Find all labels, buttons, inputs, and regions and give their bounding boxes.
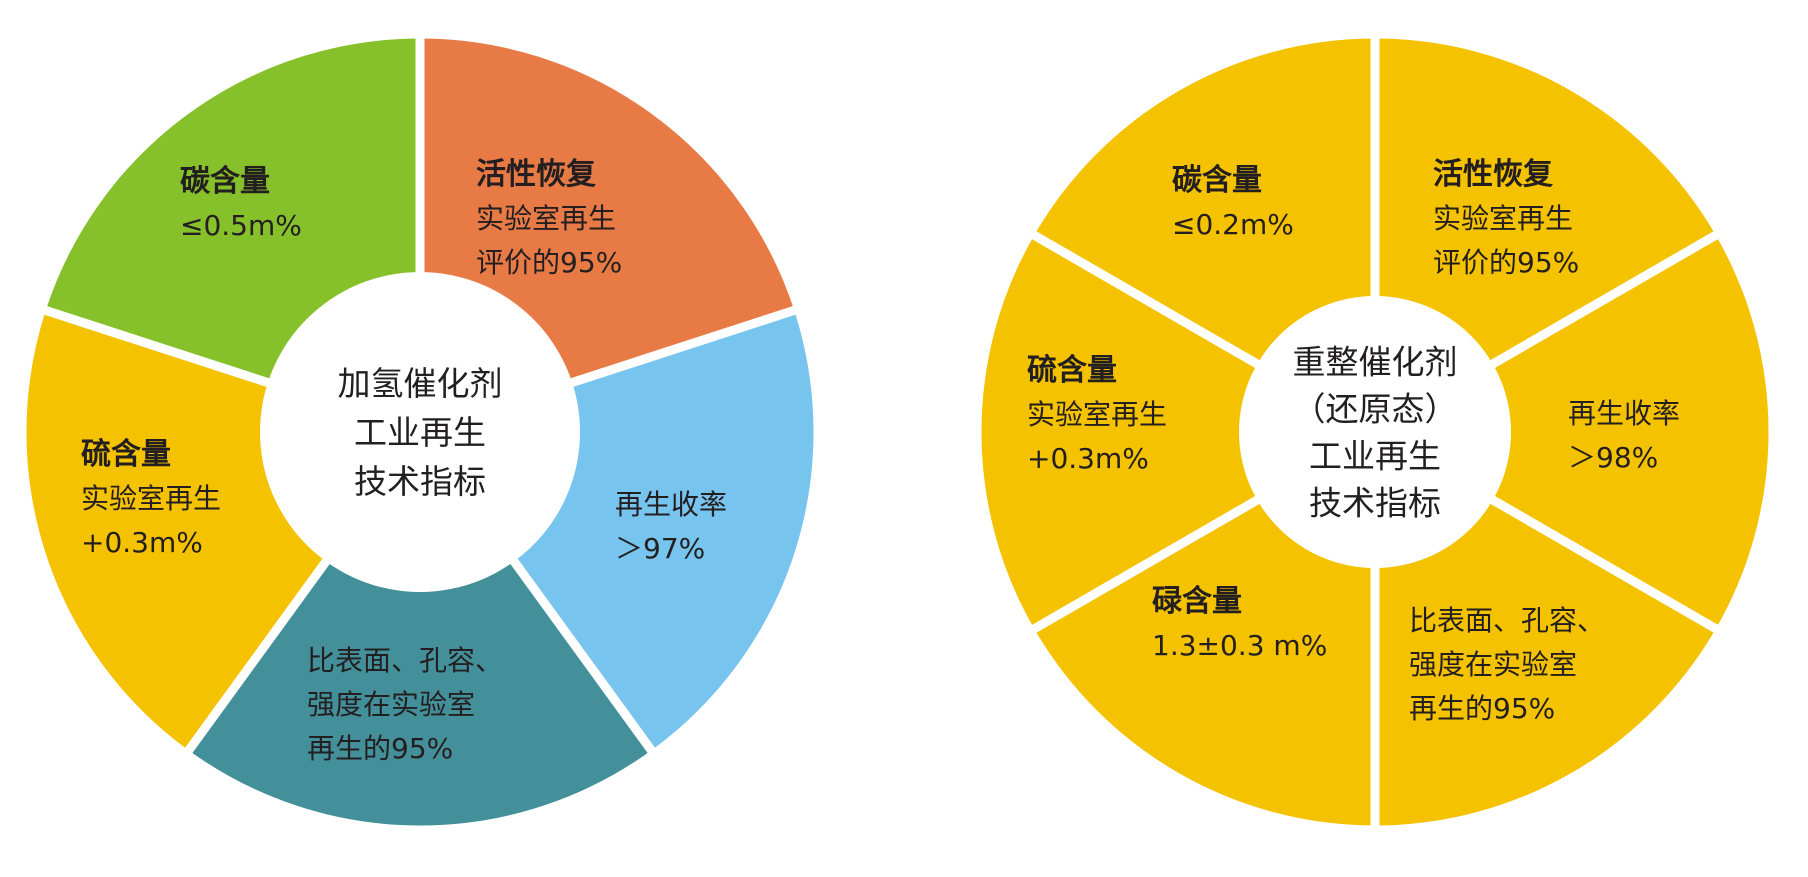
slice-label: 碳含量 ≤0.2m% (1172, 163, 1294, 241)
slice-title: 碳含量 (1172, 163, 1262, 198)
slice-value-line: ≤0.2m% (1172, 208, 1294, 241)
slice-title: 硫含量 (81, 437, 171, 472)
slice-value-line: 实验室再生 (1433, 202, 1573, 235)
slice-value-line: 1.3±0.3 m% (1152, 629, 1327, 662)
slice-value-line: 评价的95% (1433, 246, 1579, 279)
slice-value-line: 再生的95% (1409, 692, 1555, 725)
slice-title: 活性恢复 (1433, 157, 1553, 192)
donut-chart-1: 活性恢复实验室再生评价的95%再生收率＞97%比表面、孔容、强度在实验室再生的9… (17, 29, 823, 835)
slice-value-line: 实验室再生 (81, 482, 221, 515)
slice-value-line: 比表面、孔容、 (1409, 604, 1605, 637)
slice-value-line: 再生收率 (615, 488, 727, 521)
center-label-line: 技术指标 (1309, 484, 1441, 523)
slice-value-line: 实验室再生 (476, 202, 616, 235)
center-label-line: 重整催化剂 (1293, 343, 1458, 382)
donut-slice (1365, 226, 1778, 638)
center-label-line: 加氢催化剂 (338, 364, 503, 403)
donut-center-hole (260, 272, 580, 592)
slice-value-line: 再生收率 (1568, 397, 1680, 430)
slice-label: 碳含量 ≤0.5m% (180, 164, 302, 242)
slice-value-line: 比表面、孔容、 (307, 644, 503, 677)
donut-slice (179, 424, 661, 835)
slice-title: 活性恢复 (476, 157, 596, 192)
slice-value-line: +0.3m% (1027, 442, 1149, 475)
slice-value-line: ＞98% (1568, 441, 1658, 474)
donut-chart-2: 活性恢复实验室再生评价的95%再生收率＞98%比表面、孔容、强度在实验室再生的9… (972, 29, 1778, 835)
slice-label: 再生收率 ＞98% (1568, 397, 1680, 474)
slice-title: 硫含量 (1027, 353, 1117, 388)
donut-center-hole (1239, 296, 1511, 568)
slice-value-line: ＞97% (615, 532, 705, 565)
center-label-line: （还原态） (1293, 390, 1458, 429)
slice-title: 碌含量 (1152, 584, 1242, 619)
center-label-line: 技术指标 (354, 462, 486, 501)
slice-value-line: +0.3m% (81, 526, 203, 559)
slice-value-line: 再生的95% (307, 732, 453, 765)
slice-value-line: 实验室再生 (1027, 398, 1167, 431)
slice-title: 碳含量 (180, 164, 270, 199)
slice-value-line: ≤0.5m% (180, 209, 302, 242)
center-label-line: 工业再生 (1309, 437, 1441, 476)
slice-value-line: 强度在实验室 (1409, 648, 1577, 681)
donut-slice (972, 226, 1385, 638)
slice-label: 碌含量 1.3±0.3 m% (1152, 584, 1327, 662)
slice-label: 再生收率 ＞97% (615, 488, 727, 565)
slice-value-line: 强度在实验室 (307, 688, 475, 721)
slice-value-line: 评价的95% (476, 246, 622, 279)
center-label-line: 工业再生 (354, 413, 486, 452)
